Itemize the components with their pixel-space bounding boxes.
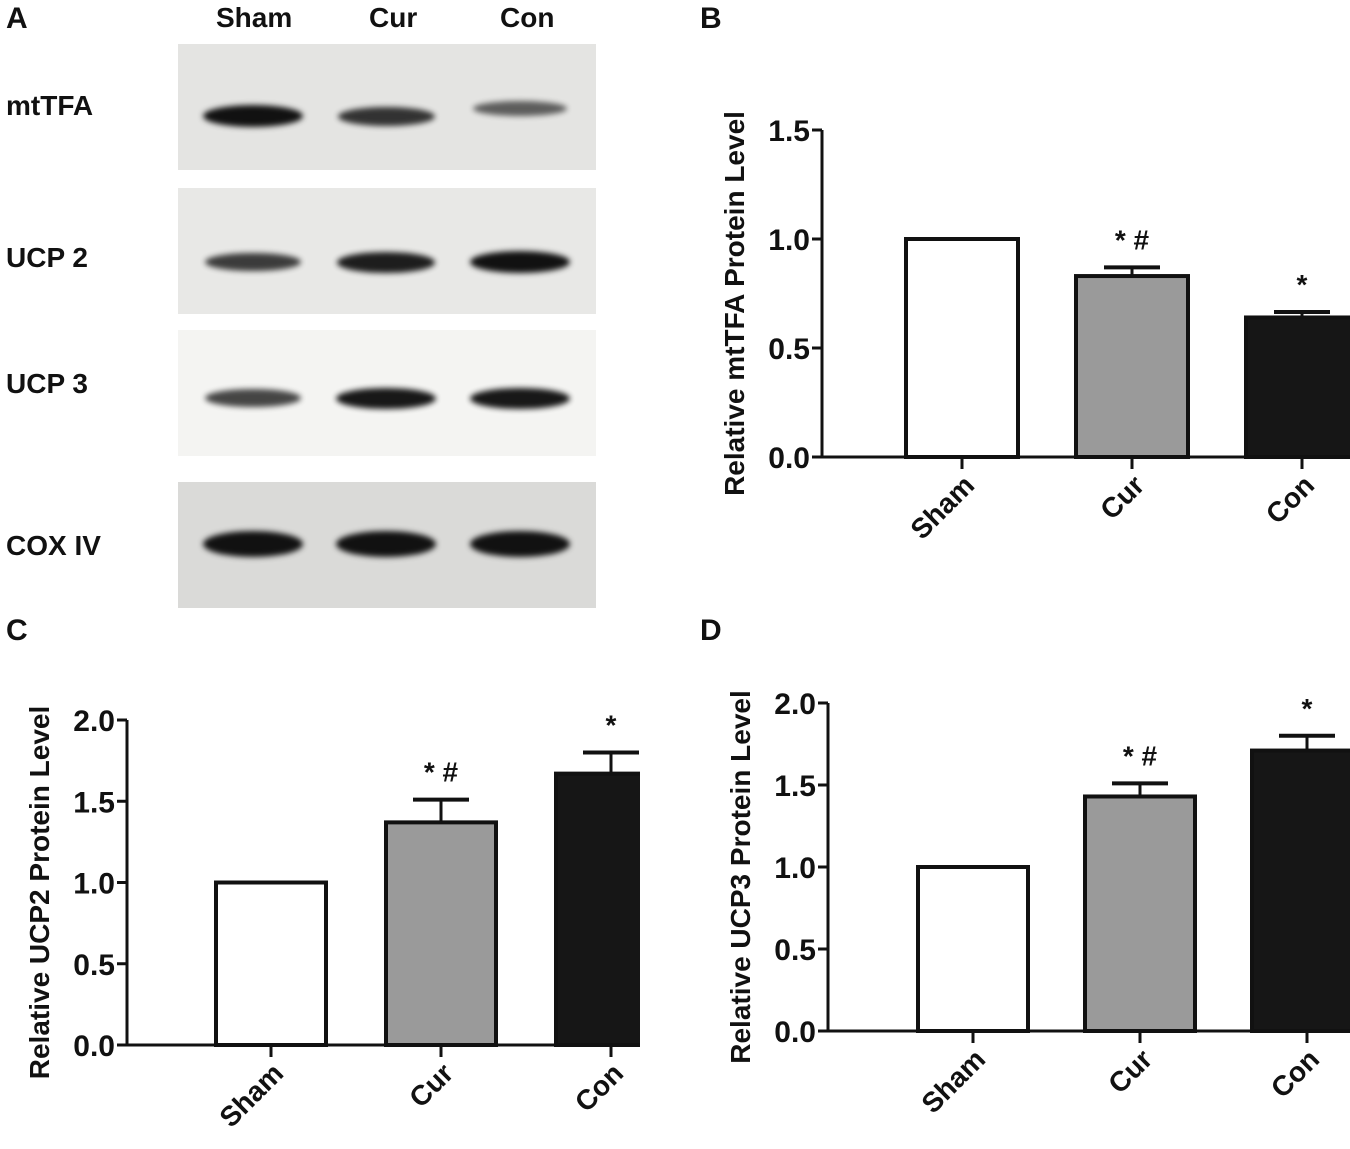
- y-tick-label: 0.0: [774, 1016, 816, 1049]
- y-tick-label: 1.0: [73, 868, 115, 901]
- y-tick-label: 1.0: [774, 852, 816, 885]
- x-tick-label: Sham: [904, 469, 980, 545]
- x-tick-label: Con: [569, 1057, 629, 1117]
- y-tick-label: 1.5: [774, 770, 816, 803]
- significance-marker: * #: [424, 757, 459, 788]
- blot-band: [470, 387, 570, 409]
- significance-marker: *: [1297, 269, 1308, 300]
- y-tick-label: 0.0: [73, 1030, 115, 1063]
- y-tick-label: 0.0: [768, 442, 810, 475]
- x-tick-label: Cur: [403, 1057, 459, 1113]
- blot-mttfa: [178, 44, 596, 170]
- blot-band: [336, 251, 436, 273]
- bar-sham: [904, 237, 1020, 459]
- significance-marker: * #: [1123, 740, 1158, 771]
- lane-label-sham: Sham: [216, 2, 293, 33]
- blot-cox-iv: [178, 482, 596, 608]
- y-tick-label: 2.0: [73, 705, 115, 738]
- y-tick-label: 0.5: [73, 949, 115, 982]
- bar-con: [1244, 315, 1350, 460]
- bar-sham: [916, 865, 1030, 1033]
- bar-cur: [1074, 274, 1190, 459]
- blot-band: [336, 531, 436, 557]
- blot-ucp2: [178, 188, 596, 314]
- y-tick-label: 1.5: [73, 786, 115, 819]
- y-tick-label: 1.0: [768, 224, 810, 257]
- panel-letter-d: D: [700, 614, 722, 647]
- significance-marker: *: [1302, 693, 1313, 724]
- y-axis-label: Relative UCP3 Protein Level: [725, 690, 756, 1063]
- blot-band: [203, 105, 303, 127]
- blot-label-cox-iv: COX IV: [6, 530, 101, 561]
- significance-marker: * #: [1115, 224, 1150, 255]
- blot-band: [473, 100, 567, 116]
- y-tick-label: 1.5: [768, 115, 810, 148]
- chart-b-mttfa: 0.0 0.5 1.0 1.5 Relative mtTFA Protein Level…: [719, 111, 1350, 545]
- y-tick-label: 2.0: [774, 688, 816, 721]
- blot-label-mttfa: mtTFA: [6, 90, 94, 121]
- bar-sham: [214, 880, 328, 1047]
- blot-band: [337, 106, 435, 126]
- bar-con: [554, 771, 640, 1047]
- bar-con: [1250, 748, 1350, 1033]
- panel-letter-a: A: [6, 2, 28, 35]
- x-tick-label: Cur: [1102, 1043, 1158, 1099]
- x-tick-label: Con: [1260, 469, 1320, 529]
- bar-cur: [1083, 794, 1197, 1033]
- blot-band: [204, 253, 302, 271]
- significance-marker: *: [606, 710, 617, 741]
- x-tick-label: Con: [1265, 1043, 1325, 1103]
- x-tick-label: Sham: [213, 1057, 289, 1133]
- y-tick-label: 0.5: [774, 934, 816, 967]
- lane-label-cur: Cur: [369, 2, 418, 33]
- blot-band: [336, 387, 436, 409]
- chart-c-ucp2: 0.0 0.5 1.0 1.5 2.0 Relative UCP2 Protein Lev…: [24, 705, 640, 1133]
- bar-cur: [384, 820, 498, 1047]
- y-tick-label: 0.5: [768, 333, 810, 366]
- panel-letter-c: C: [6, 614, 28, 647]
- blot-band: [470, 251, 570, 273]
- y-axis-label: Relative mtTFA Protein Level: [719, 111, 750, 496]
- x-tick-label: Cur: [1094, 469, 1150, 525]
- blot-band: [470, 531, 570, 557]
- panel-a-western-blot: A Sham Cur Con mtTFA UCP 2 UCP 3 COX IV: [0, 0, 620, 612]
- blot-band: [205, 389, 301, 407]
- chart-d-ucp3: 0.0 0.5 1.0 1.5 2.0 Relative UCP3 Protein Lev…: [725, 688, 1350, 1119]
- y-axis-label: Relative UCP2 Protein Level: [24, 706, 55, 1079]
- lane-label-con: Con: [500, 2, 555, 33]
- x-tick-label: Sham: [915, 1043, 991, 1119]
- blot-label-ucp3: UCP 3: [6, 368, 88, 399]
- panel-letter-b: B: [700, 2, 722, 35]
- blot-ucp3: [178, 330, 596, 456]
- blot-label-ucp2: UCP 2: [6, 242, 88, 273]
- blot-band: [203, 531, 303, 557]
